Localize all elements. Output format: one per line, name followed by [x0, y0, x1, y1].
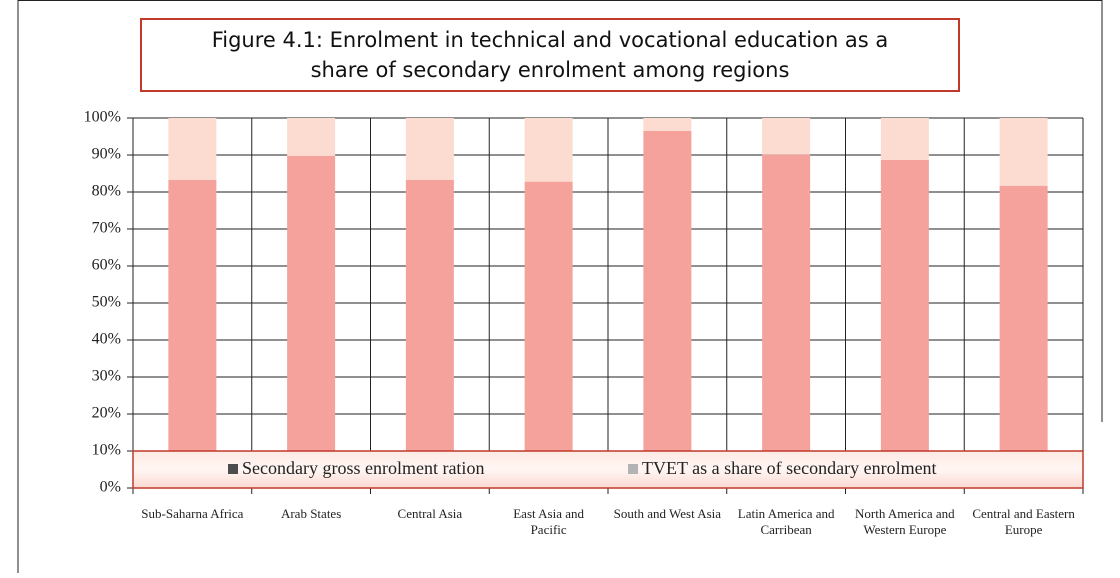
bar-segment	[643, 130, 692, 488]
bar-segment	[168, 118, 217, 180]
bar-segment	[168, 179, 217, 489]
bar-segment	[287, 118, 336, 156]
bar-segment	[999, 185, 1048, 488]
bar-segment	[762, 118, 811, 155]
bar-segment	[643, 118, 692, 131]
legend-marker	[228, 464, 238, 474]
x-tick-label: Central and Eastern Europe	[972, 506, 1075, 537]
y-tick-label: 20%	[92, 405, 121, 422]
x-tick-label: Latin America and Carribean	[737, 506, 835, 537]
bar-segment	[524, 181, 573, 488]
y-tick-label: 100%	[84, 109, 121, 126]
y-tick-label: 10%	[92, 442, 121, 459]
y-tick-label: 0%	[100, 479, 121, 496]
x-tick-label: Arab States	[280, 506, 342, 521]
bar-segment	[405, 179, 454, 489]
x-tick-label: Sub-Saharna Africa	[141, 506, 244, 521]
bar-segment	[287, 155, 336, 489]
bar-segment	[762, 154, 811, 488]
y-tick-label: 70%	[92, 220, 121, 237]
y-tick-label: 50%	[92, 294, 121, 311]
chart-title: Figure 4.1: Enrolment in technical and v…	[140, 18, 960, 92]
y-tick-label: 30%	[92, 368, 121, 385]
x-tick-label: South and West Asia	[613, 506, 722, 521]
frame-border	[17, 0, 1103, 573]
legend-box	[132, 450, 1084, 489]
legend-label: Secondary gross enrolment ration	[242, 458, 484, 478]
bar-segment	[880, 118, 929, 160]
legend-marker	[628, 464, 638, 474]
y-tick-label: 40%	[92, 331, 121, 348]
y-tick-label: 90%	[92, 146, 121, 163]
x-tick-label: East Asia and Pacific	[513, 506, 584, 537]
x-tick-label: North America and Western Europe	[855, 506, 955, 537]
bar-segment	[999, 118, 1048, 186]
bar-segment	[880, 159, 929, 488]
bar-segment	[405, 118, 454, 180]
bar-segment	[524, 118, 573, 182]
x-tick-label: Central Asia	[397, 506, 463, 521]
y-tick-label: 60%	[92, 257, 121, 274]
legend-label: TVET as a share of secondary enrolment	[642, 458, 937, 478]
y-tick-label: 80%	[92, 183, 121, 200]
